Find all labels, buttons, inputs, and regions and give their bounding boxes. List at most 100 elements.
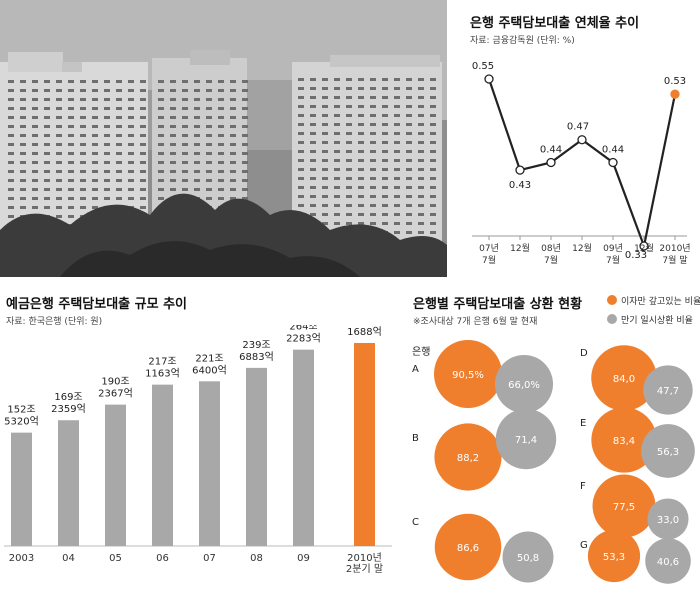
bubble-maturity	[641, 424, 695, 478]
bubble-interest	[434, 340, 502, 408]
line-point	[546, 157, 556, 168]
bar-x-tick-label: 2010년	[347, 552, 382, 564]
bubble-bank-name: C	[412, 517, 419, 528]
line-x-tick-label: 7월	[482, 254, 496, 266]
bar-data-label: 2359억	[51, 403, 86, 415]
bubble-chart-note: ※조사대상 7개 은행 6월 말 현재	[413, 317, 538, 327]
bar-data-label: 239조	[242, 340, 270, 351]
bar-chart: 152조5320억2003169조2359억04190조2367억05217조1…	[4, 325, 392, 575]
bubble-interest	[434, 423, 502, 491]
bubble-maturity	[494, 354, 554, 414]
bar-data-label: 221조	[195, 353, 223, 364]
bubble-bank-name: E	[580, 418, 586, 429]
bubble-bank-name: A	[412, 364, 419, 375]
bubble-bank-name: D	[580, 348, 588, 359]
line-x-tick-label: 2010년	[659, 243, 690, 254]
line-point	[577, 135, 587, 145]
line-data-label: 0.44	[540, 145, 562, 156]
legend-swatch-interest	[607, 295, 617, 305]
bar-data-label: 217조	[148, 357, 176, 368]
line-data-label: 0.43	[509, 180, 531, 191]
bubble-interest	[591, 345, 657, 411]
legend-label-maturity: 만기 일시상환 비율	[621, 314, 693, 326]
legend-label-interest: 이자만 갚고있는 비율	[621, 295, 700, 307]
line-point	[608, 157, 618, 168]
bubble-chart-title: 은행별 주택담보대출 상환 현황	[413, 297, 583, 312]
bubble-bank-name: B	[412, 433, 419, 444]
bar-x-tick-label: 07	[203, 553, 216, 564]
line-series	[487, 78, 677, 250]
bar-x-tick-label: 05	[109, 553, 122, 564]
bubble-interest-label: 90,5%	[452, 370, 484, 381]
line-point	[515, 165, 525, 175]
line-x-tick-label: 12월	[510, 242, 530, 254]
bubble-maturity-label: 66,0%	[508, 380, 540, 391]
bubble-interest-label: 83,4	[613, 436, 635, 447]
bar	[58, 420, 79, 546]
bubble-interest-label: 77,5	[613, 502, 635, 513]
bubble-maturity	[502, 531, 554, 583]
line-chart-source: 자료: 금융감독원 (단위: %)	[470, 36, 575, 46]
line-x-tick-label: 7월	[544, 254, 558, 266]
bar-data-label: 273조	[350, 325, 378, 326]
bar-x-tick-label: 09	[297, 553, 310, 564]
line-data-label: 0.55	[472, 61, 494, 72]
bubble-interest-label: 86,6	[457, 543, 479, 554]
bar-chart-title: 예금은행 주택담보대출 규모 추이	[6, 297, 188, 312]
legend-swatch-maturity	[607, 314, 617, 324]
bar	[199, 381, 220, 546]
bar-x-tick-label: 04	[62, 553, 75, 564]
bubble-interest	[587, 529, 641, 583]
bubble-interest-label: 53,3	[603, 552, 625, 563]
bar	[354, 343, 375, 546]
bubble-maturity	[647, 498, 689, 540]
bar	[152, 384, 173, 546]
bubble-maturity-label: 71,4	[515, 435, 537, 446]
bar-chart-source: 자료: 한국은행 (단위: 원)	[6, 317, 103, 327]
bubble-maturity	[645, 538, 691, 584]
bar-data-label: 152조	[7, 405, 35, 416]
bar-data-label: 6400억	[192, 364, 227, 376]
line-data-label: 0.47	[567, 122, 589, 133]
line-data-label: 0.33	[625, 250, 647, 261]
line-data-label: 0.53	[664, 76, 686, 87]
line-x-tick-label: 08년	[541, 243, 561, 254]
bar	[105, 404, 126, 546]
line-x-tick-label: 7월 말	[662, 254, 687, 266]
bar-data-label: 1163억	[145, 368, 180, 380]
bar-data-label: 2367억	[98, 388, 133, 400]
bar-data-label: 169조	[54, 392, 82, 403]
bar-data-label: 190조	[101, 377, 129, 388]
bar	[246, 367, 267, 546]
bubble-maturity-label: 47,7	[657, 386, 679, 397]
bar-data-label: 264조	[289, 325, 317, 333]
line-x-tick-label: 12월	[634, 242, 654, 254]
bar-x-tick-label: 2분기 말	[346, 563, 383, 575]
bar-x-tick-label: 06	[156, 553, 169, 564]
bubble-maturity	[495, 408, 557, 470]
bubble-maturity	[643, 365, 693, 415]
bar-data-label: 6883억	[239, 351, 274, 363]
line-x-tick-label: 7월	[606, 254, 620, 266]
bar-data-label: 5320억	[4, 416, 39, 428]
bar	[293, 349, 314, 546]
bubble-maturity-label: 56,3	[657, 447, 679, 458]
bubble-bank-header: 은행	[412, 346, 430, 358]
line-point	[484, 74, 494, 84]
bar-data-label: 2283억	[286, 333, 321, 345]
line-point	[639, 241, 649, 251]
bubble-interest	[591, 407, 657, 473]
line-x-tick-label: 12월	[572, 242, 592, 254]
bar-data-label: 1688억	[347, 326, 382, 338]
bubble-maturity-label: 50,8	[517, 553, 539, 564]
line-chart: 0.5507년7월0.4312월0.4408년7월0.4712월0.4409년7…	[472, 61, 691, 266]
bubble-maturity-label: 33,0	[657, 515, 679, 526]
bubble-interest	[592, 474, 656, 538]
bubble-interest	[434, 513, 502, 581]
bar	[11, 432, 32, 546]
bubble-interest-label: 88,2	[457, 453, 479, 464]
bubble-bank-name: G	[580, 540, 588, 551]
bubble-interest-label: 84,0	[613, 374, 635, 385]
line-point	[670, 89, 680, 99]
